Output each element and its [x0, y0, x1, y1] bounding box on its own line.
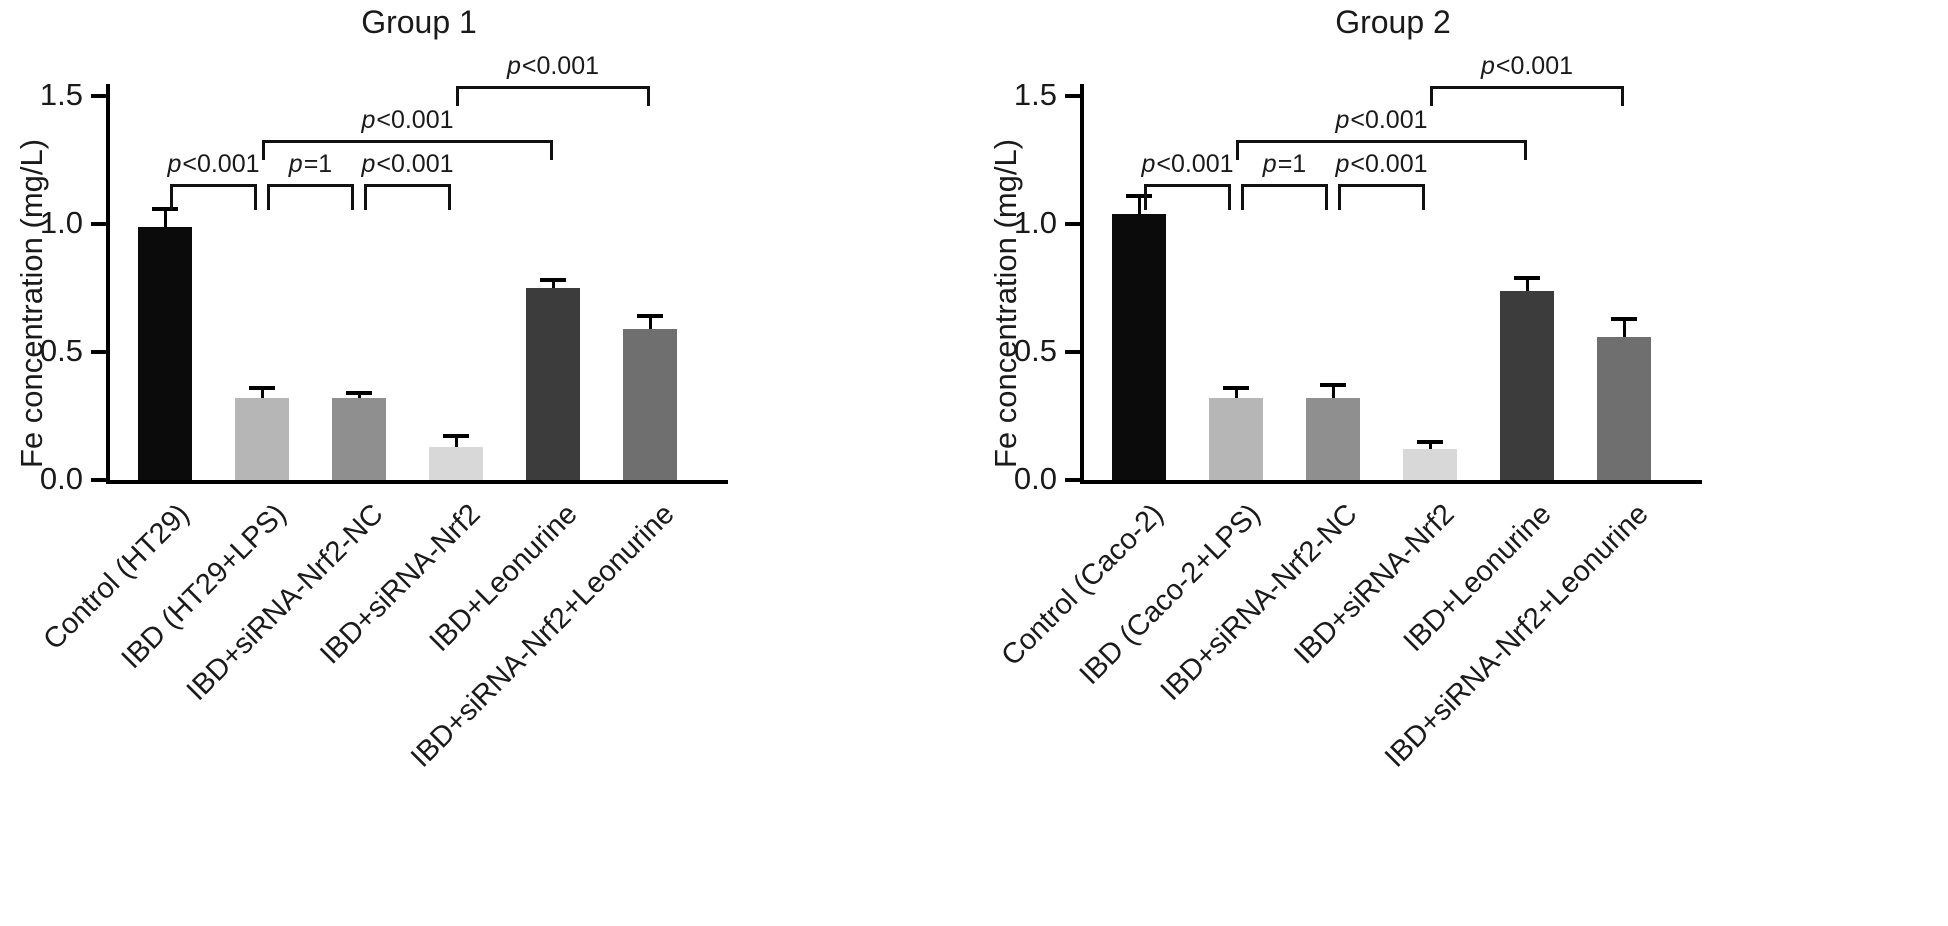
error-bar-line — [1622, 318, 1626, 337]
significance-label: p<0.001 — [167, 150, 260, 178]
y-tick-label: 1.5 — [39, 77, 83, 112]
significance-label: p=1 — [288, 150, 333, 178]
bar — [1597, 336, 1651, 480]
y-tick — [1065, 94, 1080, 98]
bar — [138, 226, 192, 480]
bar — [235, 398, 289, 480]
bar — [1209, 398, 1263, 480]
error-bar-cap — [249, 385, 275, 390]
significance-label: p<0.001 — [361, 150, 454, 178]
bar — [429, 446, 483, 480]
significance-label: p<0.001 — [1141, 150, 1234, 178]
significance-bracket — [1241, 184, 1328, 210]
error-bar-line — [357, 392, 361, 399]
error-bar-cap — [1320, 383, 1346, 388]
significance-label: p<0.001 — [506, 52, 600, 80]
significance-bracket — [267, 184, 354, 210]
error-bar-cap — [346, 390, 372, 395]
y-tick — [91, 350, 106, 354]
significance-bracket — [1236, 140, 1527, 160]
bar — [1500, 290, 1554, 480]
chart-panel-group2: Group 2 Fe concentration (mg/L) 0.0 0.5 1.… — [974, 0, 1948, 926]
bar — [1306, 398, 1360, 480]
significance-label: p<0.001 — [1480, 52, 1574, 80]
error-bar-cap — [1611, 316, 1637, 321]
significance-label: p=1 — [1262, 150, 1307, 178]
y-tick — [1065, 478, 1080, 482]
significance-label: p<0.001 — [361, 106, 454, 134]
error-bar-line — [1234, 387, 1238, 399]
y-tick-label: 1.0 — [1013, 205, 1057, 240]
bar — [526, 288, 580, 480]
error-bar-line — [163, 208, 167, 227]
y-tick-label: 0.5 — [39, 333, 83, 368]
y-tick-label: 0.5 — [1013, 333, 1057, 368]
y-tick — [1065, 350, 1080, 354]
significance-bracket — [1338, 184, 1425, 210]
error-bar-line — [1525, 277, 1529, 291]
significance-label: p<0.001 — [1335, 150, 1428, 178]
y-tick-label: 0.0 — [1013, 461, 1057, 496]
significance-bracket — [262, 140, 553, 160]
error-bar-cap — [1514, 275, 1540, 280]
error-bar-cap — [1223, 385, 1249, 390]
plot-area: 0.0 0.5 1.0 1.5 Control (HT29) IBD (HT29+LPS)… — [37, 52, 728, 774]
error-bar-cap — [152, 206, 178, 211]
y-tick-label: 0.0 — [39, 461, 83, 496]
error-bar-line — [1331, 385, 1335, 399]
error-bar-line — [648, 316, 652, 329]
bar — [1112, 213, 1166, 480]
bar — [332, 398, 386, 480]
y-tick — [91, 222, 106, 226]
significance-bracket — [456, 86, 650, 106]
error-bar-cap — [540, 278, 566, 283]
chart-title: Group 1 — [361, 4, 477, 40]
chart-panel-group1: Group 1 Fe concentration (mg/L) 0.0 0.5 1.… — [14, 4, 728, 774]
plot-area: 0.0 0.5 1.0 1.5 Control (Caco-2) IBD (Caco-2+… — [974, 0, 1948, 926]
significance-label: p<0.001 — [1335, 106, 1428, 134]
error-bar-cap — [443, 434, 469, 439]
y-axis — [1080, 84, 1084, 484]
y-axis — [106, 84, 110, 484]
significance-bracket — [1430, 86, 1624, 106]
error-bar-line — [260, 387, 264, 399]
bar — [623, 328, 677, 480]
y-tick-label: 1.0 — [39, 205, 83, 240]
error-bar-line — [454, 436, 458, 447]
x-axis — [106, 480, 728, 484]
significance-bracket — [364, 184, 451, 210]
y-tick — [1065, 222, 1080, 226]
error-bar-line — [1137, 195, 1141, 214]
y-tick-label: 1.5 — [1013, 77, 1057, 112]
error-bar-cap — [637, 314, 663, 319]
x-axis — [1080, 480, 1702, 484]
error-bar-line — [551, 280, 555, 288]
error-bar-line — [1428, 441, 1432, 450]
significance-bracket — [170, 184, 257, 210]
error-bar-cap — [1126, 193, 1152, 198]
error-bar-cap — [1417, 439, 1443, 444]
y-tick — [91, 478, 106, 482]
significance-bracket — [1144, 184, 1231, 210]
chart-title: Group 2 — [1335, 4, 1451, 40]
bar — [1403, 449, 1457, 480]
y-tick — [91, 94, 106, 98]
